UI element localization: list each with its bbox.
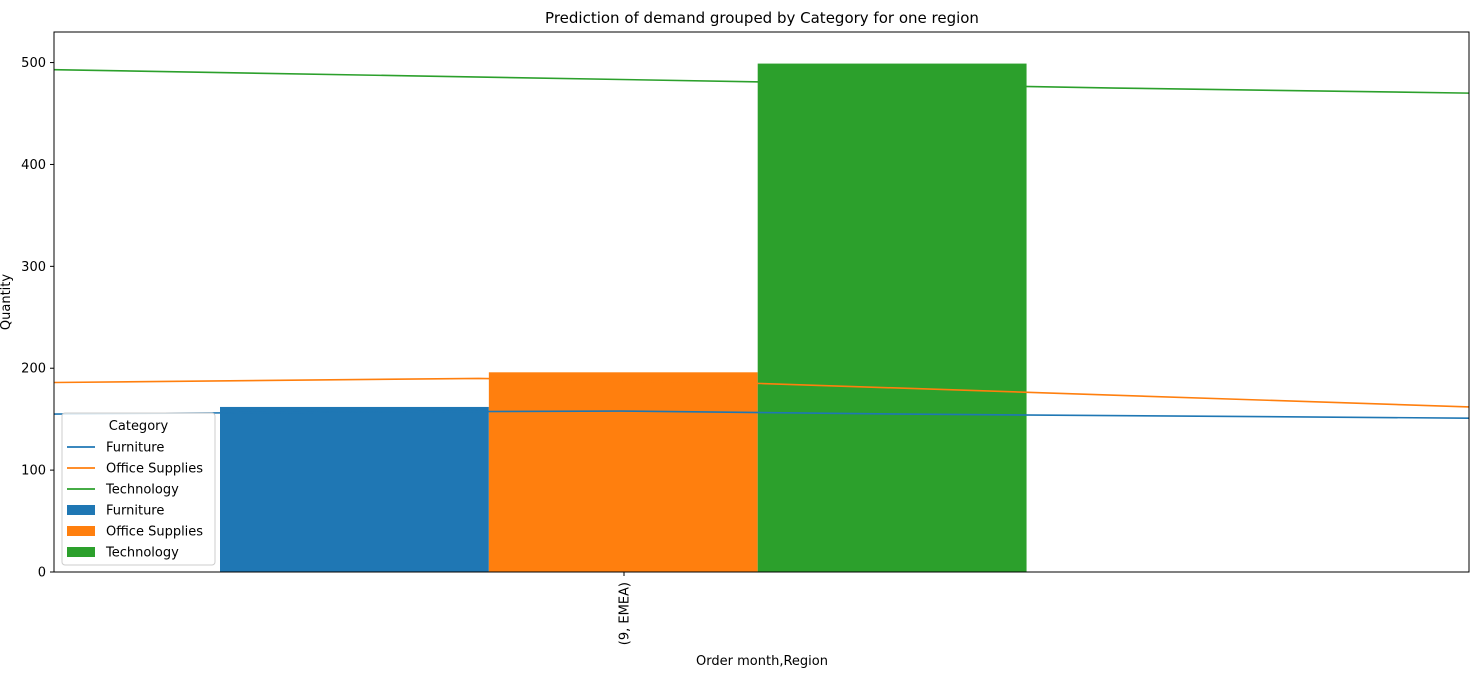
legend-label: Technology (105, 483, 179, 498)
bar-technology (757, 63, 1027, 573)
line-office-supplies (53, 377, 1470, 408)
y-tick-label: 100 (21, 464, 46, 479)
y-axis: 0 100 200 300 400 500 (21, 56, 54, 581)
x-axis: (9, EMEA) (618, 572, 633, 645)
y-tick-label: 500 (21, 56, 46, 71)
x-axis-label: Order month,Region (696, 654, 828, 669)
bar-furniture (220, 406, 489, 572)
bar-office-supplies (488, 372, 758, 572)
legend-patch-swatch (67, 547, 95, 557)
y-tick-label: 300 (21, 260, 46, 275)
y-tick-label: 200 (21, 362, 46, 377)
legend: Category Furniture Office Supplies Technolo… (61, 412, 216, 566)
legend-patch-swatch (67, 526, 95, 536)
x-tick-label: (9, EMEA) (618, 582, 633, 645)
line-furniture (53, 410, 1470, 419)
line-technology (53, 68, 1470, 94)
legend-box (61, 412, 216, 566)
legend-label: Furniture (106, 441, 164, 456)
legend-label: Furniture (106, 504, 164, 519)
legend-label: Office Supplies (106, 525, 203, 540)
lines-layer (53, 68, 1470, 419)
y-tick-label: 0 (38, 566, 46, 581)
plot-frame (53, 31, 1470, 573)
y-axis-label: Quantity (0, 274, 14, 330)
bars-layer (220, 63, 1027, 573)
legend-patch-swatch (67, 505, 95, 515)
legend-label: Office Supplies (106, 462, 203, 477)
y-tick-label: 400 (21, 158, 46, 173)
legend-label: Technology (105, 546, 179, 561)
legend-title: Category (109, 419, 169, 434)
chart-title: Prediction of demand grouped by Category… (545, 9, 979, 27)
